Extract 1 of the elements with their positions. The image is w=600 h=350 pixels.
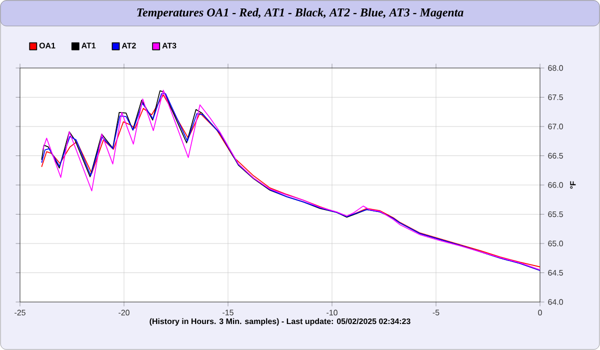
chart-title: Temperatures OA1 - Red, AT1 - Black, AT2 - Blue, AT3 - Magenta (137, 8, 464, 19)
